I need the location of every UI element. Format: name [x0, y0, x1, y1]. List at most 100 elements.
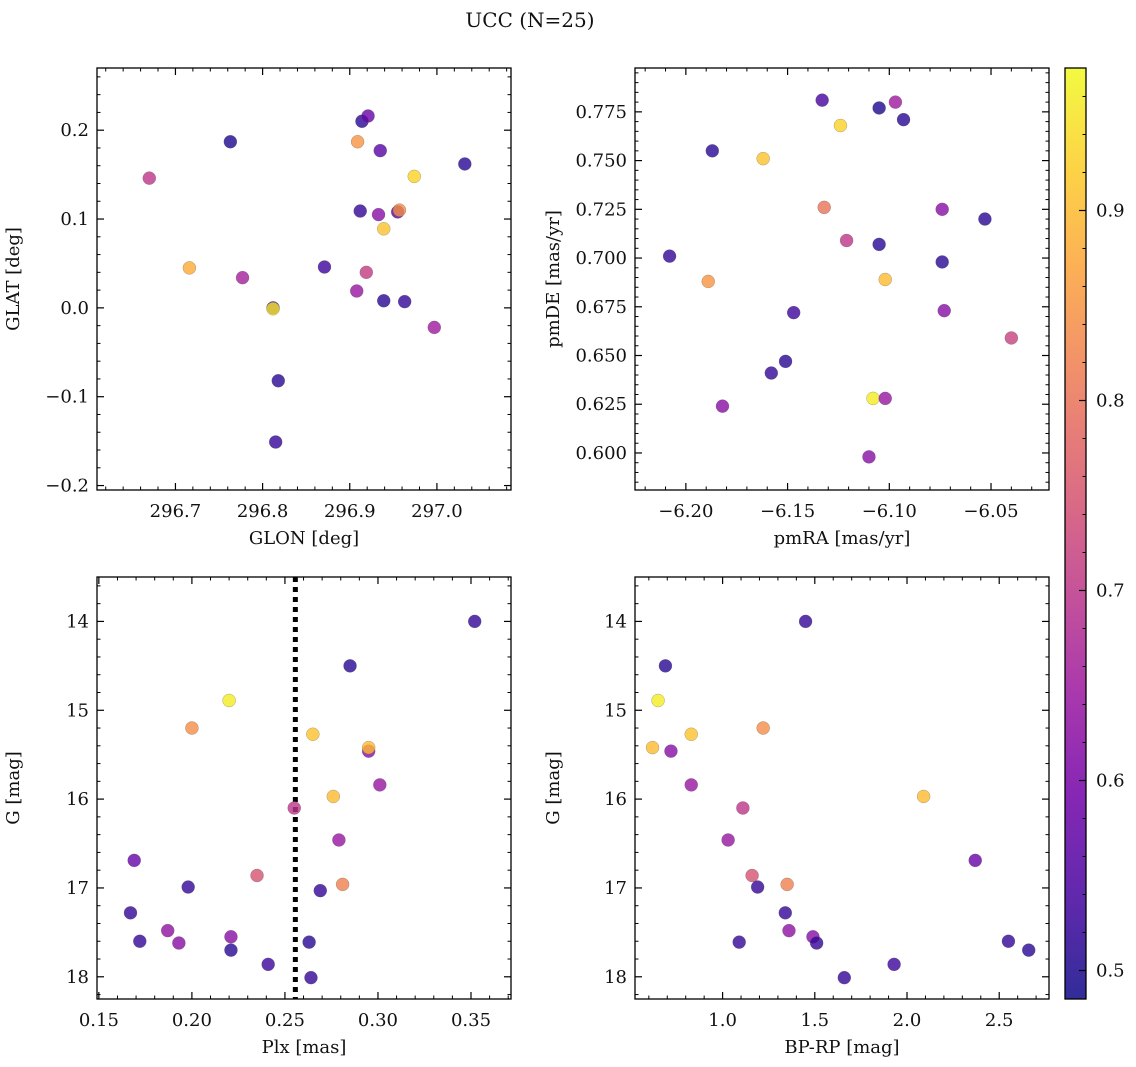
scatter-point — [371, 207, 386, 222]
scatter-point — [872, 101, 886, 115]
scatter-point — [127, 853, 141, 868]
scatter-point — [684, 727, 698, 741]
scatter-point — [235, 270, 250, 285]
scatter-point — [705, 144, 720, 158]
scatter-point — [427, 320, 442, 335]
scatter-point — [815, 93, 829, 107]
pmra-pmde-scatter-panel: −6.20 −6.15 −6.10 −6.05 0.600 0.625 0.650 0.675… — [543, 67, 1050, 549]
y-tick-label: 16 — [66, 789, 89, 810]
x-axis-label: Plx [mas] — [262, 1037, 347, 1058]
scatter-point — [798, 614, 813, 629]
scatter-point — [778, 906, 792, 920]
scatter-point — [715, 399, 730, 413]
x-axis-label: BP-RP [mag] — [784, 1037, 899, 1058]
scatter-point — [361, 109, 375, 123]
scatter-point — [161, 923, 175, 938]
axes-frame — [96, 67, 512, 491]
scatter-point — [935, 255, 949, 269]
scatter-point — [701, 274, 715, 289]
x-tick-label: 0.30 — [358, 1010, 398, 1031]
scatter-point — [313, 883, 327, 898]
scatter-point — [817, 200, 831, 215]
colorbar-tick-label: 0.8 — [1096, 391, 1125, 412]
x-tick-label: −6.10 — [862, 501, 917, 522]
x-axis-label: GLON [deg] — [249, 528, 359, 549]
scatter-point — [377, 222, 391, 236]
x-tick-label: 1.5 — [800, 1010, 829, 1031]
y-tick-label: 0.750 — [575, 151, 627, 172]
scatter-point — [302, 935, 316, 949]
scatter-point — [224, 943, 238, 957]
y-tick-label: 0.1 — [60, 209, 89, 230]
figure-title: UCC (N=25) — [465, 8, 594, 32]
scatter-point — [937, 303, 951, 318]
scatter-point — [271, 374, 285, 388]
x-tick-label: −6.05 — [963, 501, 1018, 522]
scatter-point — [350, 284, 364, 298]
colorbar-tick-label: 0.7 — [1096, 581, 1125, 602]
x-tick-label: 2.0 — [893, 1010, 922, 1031]
scatter-point — [261, 957, 275, 972]
scatter-point — [756, 151, 770, 166]
y-tick-label: 15 — [604, 700, 627, 721]
glon-glat-scatter-panel: 296.7 296.8 296.9 297.0 −0.2 −0.1 0.0 0.1 0.2 GLO… — [3, 67, 512, 549]
x-tick-label: 296.7 — [150, 501, 202, 522]
y-tick-label: 0.650 — [575, 346, 627, 367]
scatter-point — [750, 880, 765, 894]
scatter-point — [266, 302, 280, 316]
y-axis-label: G [mag] — [543, 751, 564, 824]
y-tick-label: 15 — [66, 700, 89, 721]
scatter-point — [968, 853, 982, 868]
scatter-point — [373, 143, 387, 158]
scatter-point — [872, 237, 886, 252]
scatter-point — [645, 740, 660, 755]
scatter-point — [326, 789, 341, 804]
plx-g-scatter-panel: 0.15 0.20 0.25 0.30 0.35 14 15 16 17 18 Plx [mas] G… — [3, 576, 512, 1058]
x-tick-label: 296.8 — [237, 501, 289, 522]
scatter-point — [317, 260, 332, 274]
scatter-point — [142, 171, 156, 185]
y-tick-label: 17 — [604, 878, 627, 899]
scatter-point — [839, 233, 854, 248]
scatter-point — [780, 877, 794, 892]
y-tick-label: 14 — [66, 611, 89, 632]
scatter-point — [662, 249, 677, 263]
x-tick-label: 296.9 — [324, 501, 376, 522]
scatter-point — [224, 930, 238, 944]
x-tick-label: 0.20 — [172, 1010, 212, 1031]
scatter-point — [350, 135, 365, 149]
colorbar-frame — [1064, 67, 1087, 1000]
scatter-point — [833, 118, 848, 133]
scatter-point — [896, 112, 911, 127]
colorbar-gradient — [1065, 68, 1086, 999]
scatter-point — [721, 833, 735, 847]
scatter-point — [658, 659, 673, 673]
y-tick-label: 16 — [604, 789, 627, 810]
x-tick-label: −6.15 — [760, 501, 815, 522]
scatter-point — [250, 868, 264, 883]
y-tick-label: 0.600 — [575, 443, 627, 464]
x-tick-label: 297.0 — [411, 501, 463, 522]
scatter-point — [1004, 331, 1019, 345]
scatter-point — [1001, 934, 1016, 948]
scatter-point — [407, 169, 421, 184]
scatter-point — [343, 659, 357, 673]
scatter-point — [878, 272, 892, 287]
scatter-point — [756, 721, 770, 735]
scatter-point — [133, 934, 147, 948]
x-axis-label: pmRA [mas/yr] — [774, 528, 911, 549]
axes-frame — [634, 67, 1050, 491]
y-axis-label: GLAT [deg] — [3, 227, 24, 331]
y-tick-label: −0.1 — [45, 387, 89, 408]
scatter-point — [353, 204, 367, 218]
scatter-point — [185, 721, 199, 735]
scatter-point — [786, 305, 801, 320]
y-tick-label: 18 — [66, 967, 89, 988]
x-tick-label: 0.25 — [265, 1010, 305, 1031]
scatter-point — [172, 936, 186, 950]
scatter-point — [978, 212, 992, 226]
scatter-point — [1022, 943, 1036, 957]
y-axis-label: G [mag] — [3, 751, 24, 824]
scatter-point — [888, 95, 903, 109]
